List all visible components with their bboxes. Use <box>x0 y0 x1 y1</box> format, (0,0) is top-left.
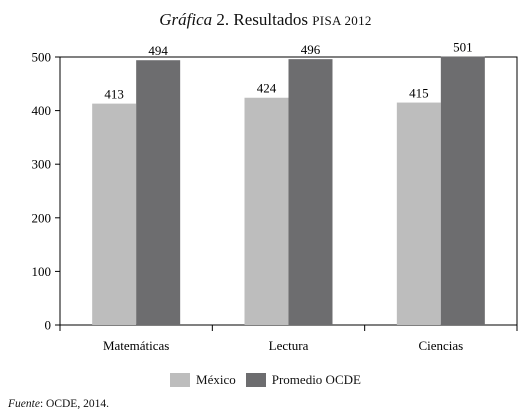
legend-swatch-ocde <box>245 373 266 387</box>
bar <box>92 103 137 325</box>
x-tick-label: Ciencias <box>418 338 463 353</box>
y-tick-label: 400 <box>32 103 52 118</box>
legend-swatch-mexico <box>170 373 191 387</box>
data-label: 494 <box>148 43 168 58</box>
data-label: 424 <box>257 81 277 96</box>
legend-label-ocde: Promedio OCDE <box>271 372 361 387</box>
bar <box>244 97 289 326</box>
x-tick-label: Matemáticas <box>103 338 169 353</box>
source-text: : OCDE, 2014. <box>39 398 109 410</box>
data-label: 496 <box>301 42 321 57</box>
bar <box>288 59 333 325</box>
title-small: PISA 2012 <box>312 13 372 28</box>
bar <box>396 102 441 325</box>
data-label: 415 <box>409 86 429 101</box>
legend: México Promedio OCDE <box>0 372 531 388</box>
y-tick-label: 500 <box>32 50 52 65</box>
chart-title: Gráfica 2. Resultados PISA 2012 <box>0 10 531 30</box>
data-label: 413 <box>104 87 124 102</box>
source-label: Fuente <box>8 398 40 410</box>
source-note: Fuente: OCDE, 2014. <box>8 398 109 410</box>
y-tick-label: 100 <box>32 264 52 279</box>
title-number: 2. <box>216 10 230 29</box>
x-tick-label: Lectura <box>269 338 309 353</box>
title-prefix: Gráfica <box>159 10 213 29</box>
y-tick-label: 200 <box>32 210 52 225</box>
legend-item-ocde: Promedio OCDE <box>245 372 361 388</box>
legend-label-mexico: México <box>196 372 236 387</box>
bar <box>440 56 485 326</box>
bar <box>136 60 181 325</box>
data-label: 501 <box>453 39 473 54</box>
title-main: Resultados <box>233 10 309 29</box>
y-tick-label: 0 <box>45 318 52 333</box>
y-tick-label: 300 <box>32 157 52 172</box>
legend-item-mexico: México <box>170 372 236 388</box>
